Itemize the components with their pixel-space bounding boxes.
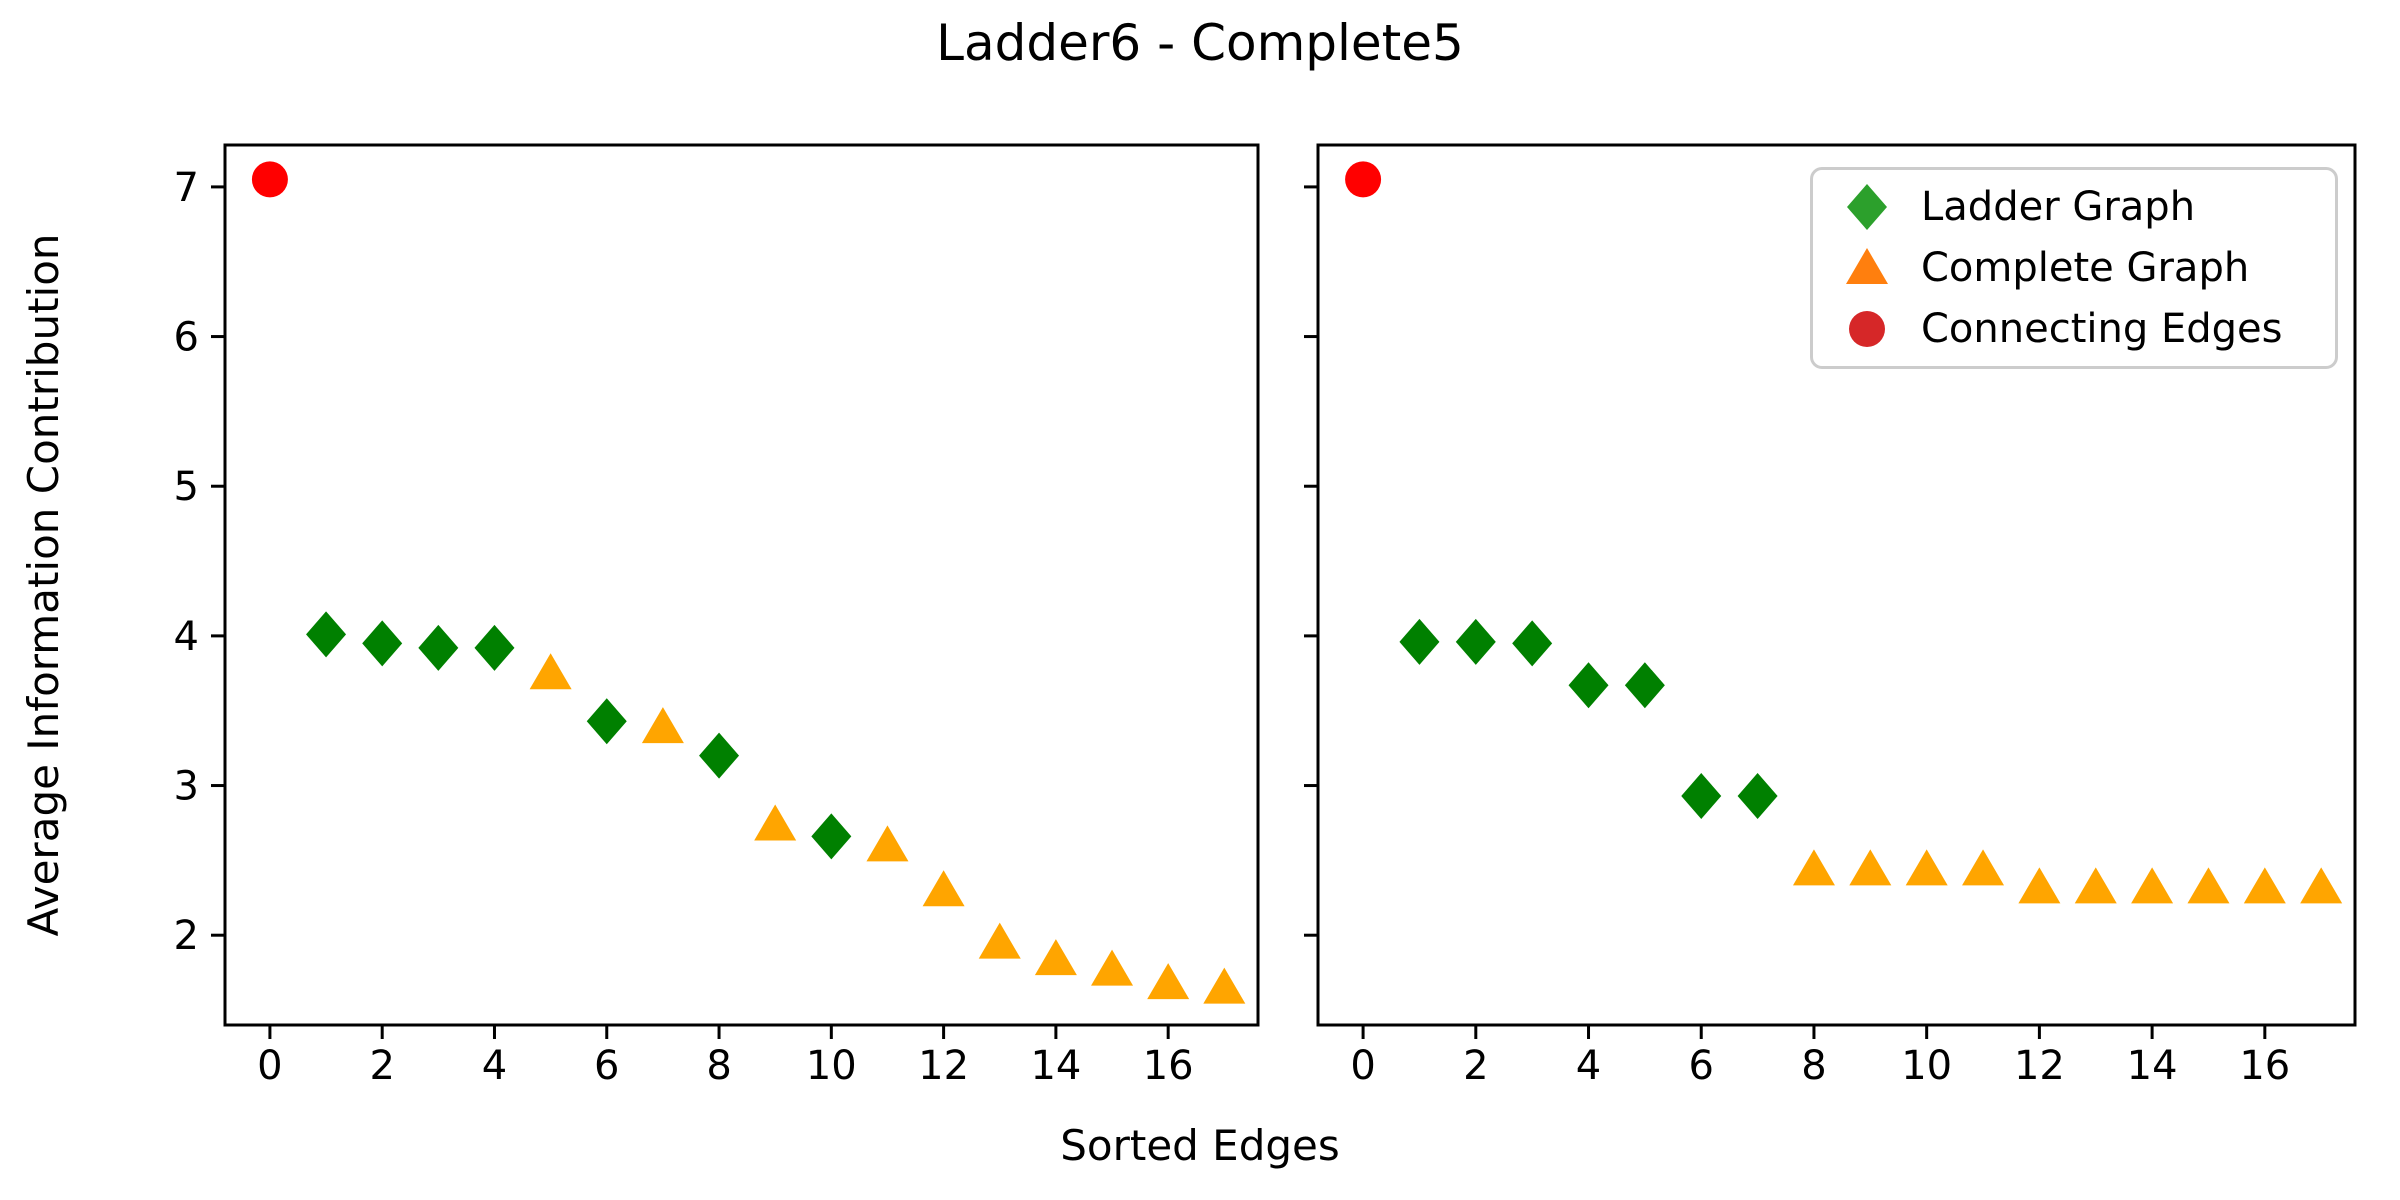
x-tick-label: 14 xyxy=(2127,1043,2178,1089)
scatter-point-triangle xyxy=(529,653,572,690)
scatter-point-triangle xyxy=(2243,867,2286,904)
scatter-point-triangle xyxy=(2131,867,2174,904)
y-axis-label: Average Information Contribution xyxy=(19,233,68,936)
x-tick-label: 0 xyxy=(257,1043,282,1089)
plot-panel-right: 0 2 4 6 8 10 12 14 16 xyxy=(1304,143,2357,1089)
x-tick-label: 10 xyxy=(1901,1043,1952,1089)
x-tick-label: 8 xyxy=(1801,1043,1826,1089)
ladder-graph-legend-marker-icon xyxy=(1813,181,1921,233)
axes-spines xyxy=(223,143,1260,1027)
scatter-point-diamond xyxy=(586,698,627,745)
x-tick-label: 0 xyxy=(1350,1043,1375,1089)
scatter-point-triangle xyxy=(922,870,965,907)
scatter-point-triangle xyxy=(2187,867,2230,904)
scatter-point-diamond xyxy=(811,813,852,860)
x-axis-label: Sorted Edges xyxy=(1060,1121,1340,1170)
scatter-point-diamond xyxy=(362,620,403,667)
y-tick-label: 5 xyxy=(174,464,199,510)
axes-spines xyxy=(1316,143,2357,1027)
scatter-point-diamond xyxy=(306,611,347,658)
scatter-point-triangle xyxy=(866,825,909,862)
y-tick-label: 3 xyxy=(174,764,199,810)
x-tick-label: 8 xyxy=(706,1043,731,1089)
scatter-point-triangle xyxy=(1962,849,2005,886)
scatter-point-triangle xyxy=(2074,867,2117,904)
connecting-edges-legend-marker-icon xyxy=(1813,303,1921,355)
scatter-point-diamond xyxy=(1455,618,1496,665)
scatter-point-triangle xyxy=(1091,949,1134,986)
x-tick-label: 2 xyxy=(1463,1043,1488,1089)
diamond-icon xyxy=(1847,183,1887,230)
legend-label: Complete Graph xyxy=(1921,244,2250,291)
x-tick-label: 6 xyxy=(1689,1043,1714,1089)
x-tick-label: 4 xyxy=(482,1043,507,1089)
legend-item-ladder-graph: Ladder Graph xyxy=(1813,176,2335,237)
x-tick-label: 10 xyxy=(806,1043,857,1089)
scatter-point-triangle xyxy=(1905,849,1948,886)
scatter-point-triangle xyxy=(1147,963,1190,1000)
chart-title: Ladder6 - Complete5 xyxy=(936,14,1464,72)
scatter-point-diamond xyxy=(418,624,459,671)
y-tick-label: 7 xyxy=(174,165,199,211)
x-tick-label: 12 xyxy=(918,1043,969,1089)
scatter-point-diamond xyxy=(474,624,515,671)
y-tick-label: 4 xyxy=(174,614,199,660)
x-tick-label: 6 xyxy=(594,1043,619,1089)
plot-panels: 0 2 4 6 8 10 12 14 16 7 6 5 4 3 2 0 2 4 6 8 10 12 14 16 xyxy=(174,143,2357,1089)
circle-icon xyxy=(1849,311,1885,348)
scatter-point-diamond xyxy=(1399,618,1440,665)
scatter-point-circle xyxy=(251,161,288,198)
x-tick-label: 4 xyxy=(1576,1043,1601,1089)
scatter-point-diamond xyxy=(1681,773,1722,820)
legend-box: Ladder Graph Complete Graph Connecting E… xyxy=(1810,167,2338,369)
scatter-point-triangle xyxy=(1203,967,1246,1004)
scatter-point-diamond xyxy=(1737,773,1778,820)
triangle-icon xyxy=(1846,247,1888,284)
scatter-point-diamond xyxy=(1624,662,1665,709)
scatter-point-triangle xyxy=(1849,849,1892,886)
scatter-point-diamond xyxy=(1512,620,1553,667)
scatter-point-circle xyxy=(1345,161,1382,198)
y-tick-label: 2 xyxy=(174,913,199,959)
scatter-point-diamond xyxy=(1568,662,1609,709)
legend-label: Connecting Edges xyxy=(1921,306,2283,353)
legend-label: Ladder Graph xyxy=(1921,183,2196,230)
complete-graph-legend-marker-icon xyxy=(1813,242,1921,294)
scatter-point-triangle xyxy=(978,922,1021,959)
legend-item-connecting-edges: Connecting Edges xyxy=(1813,299,2335,360)
x-tick-label: 16 xyxy=(2239,1043,2290,1089)
scatter-point-triangle xyxy=(1034,939,1077,976)
scatter-point-triangle xyxy=(2300,867,2343,904)
plot-panel-left: 0 2 4 6 8 10 12 14 16 7 6 5 4 3 2 xyxy=(174,143,1260,1089)
x-tick-label: 12 xyxy=(2014,1043,2065,1089)
x-tick-label: 16 xyxy=(1143,1043,1194,1089)
scatter-point-triangle xyxy=(641,707,684,744)
y-tick-label: 6 xyxy=(174,315,199,361)
scatter-point-triangle xyxy=(2018,867,2061,904)
scatter-point-diamond xyxy=(699,732,740,779)
scatter-point-triangle xyxy=(1792,849,1835,886)
scatter-point-triangle xyxy=(754,804,797,841)
x-tick-label: 2 xyxy=(369,1043,394,1089)
x-tick-label: 14 xyxy=(1030,1043,1081,1089)
legend-item-complete-graph: Complete Graph xyxy=(1813,237,2335,298)
